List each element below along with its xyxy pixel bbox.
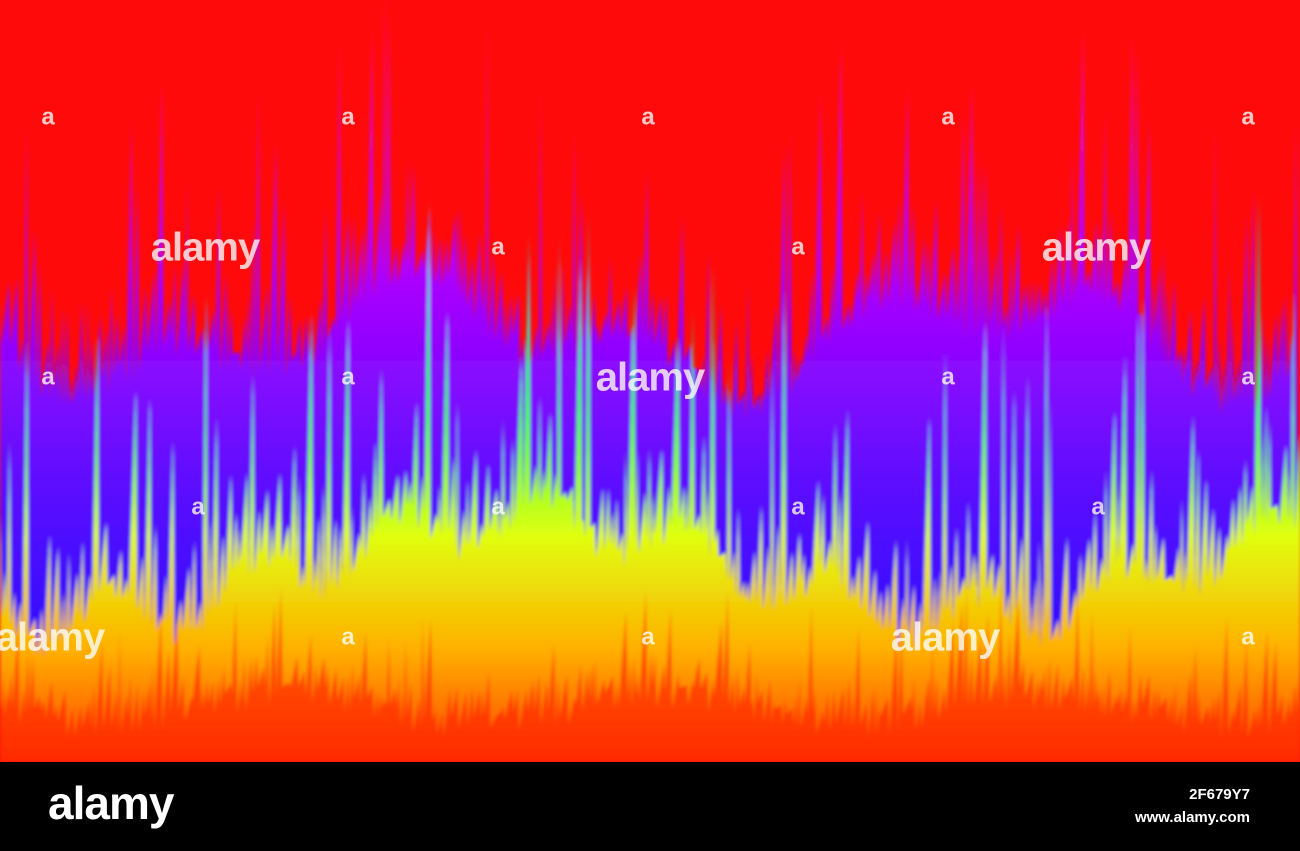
footer-logo: alamy: [48, 777, 175, 829]
watermark-logo: alamy: [0, 616, 106, 660]
green-band: [0, 196, 1300, 762]
watermark-mark: a: [341, 623, 355, 650]
watermark-mark: a: [491, 493, 505, 520]
image-id: 2F679Y7: [1189, 786, 1250, 803]
watermark-mark: a: [791, 493, 805, 520]
watermark-logo: alamy: [151, 226, 261, 270]
watermark-mark: a: [1241, 623, 1255, 650]
watermark-mark: a: [1241, 363, 1255, 390]
watermark-logo: alamy: [891, 616, 1001, 660]
watermark-mark: a: [641, 623, 655, 650]
watermark-mark: a: [791, 233, 805, 260]
watermark-mark: a: [941, 363, 955, 390]
footer-bar: [0, 762, 1300, 851]
watermark-logo: alamy: [596, 356, 706, 400]
watermark-mark: a: [641, 103, 655, 130]
watermark-mark: a: [191, 493, 205, 520]
watermarks: alamy alamy alamy alamy alamy a a a a a a a a a a a a a a a…: [0, 103, 1255, 659]
watermark-mark: a: [1091, 493, 1105, 520]
watermark-logo: alamy: [1042, 226, 1152, 270]
watermark-mark: a: [341, 363, 355, 390]
watermark-mark: a: [491, 233, 505, 260]
footer-url: www.alamy.com: [1134, 809, 1250, 826]
watermark-mark: a: [41, 363, 55, 390]
watermark-mark: a: [941, 103, 955, 130]
watermark-mark: a: [341, 103, 355, 130]
watermark-mark: a: [1241, 103, 1255, 130]
watermark-mark: a: [41, 103, 55, 130]
spectrum: [0, 0, 1300, 762]
orange-band: [0, 580, 1300, 762]
